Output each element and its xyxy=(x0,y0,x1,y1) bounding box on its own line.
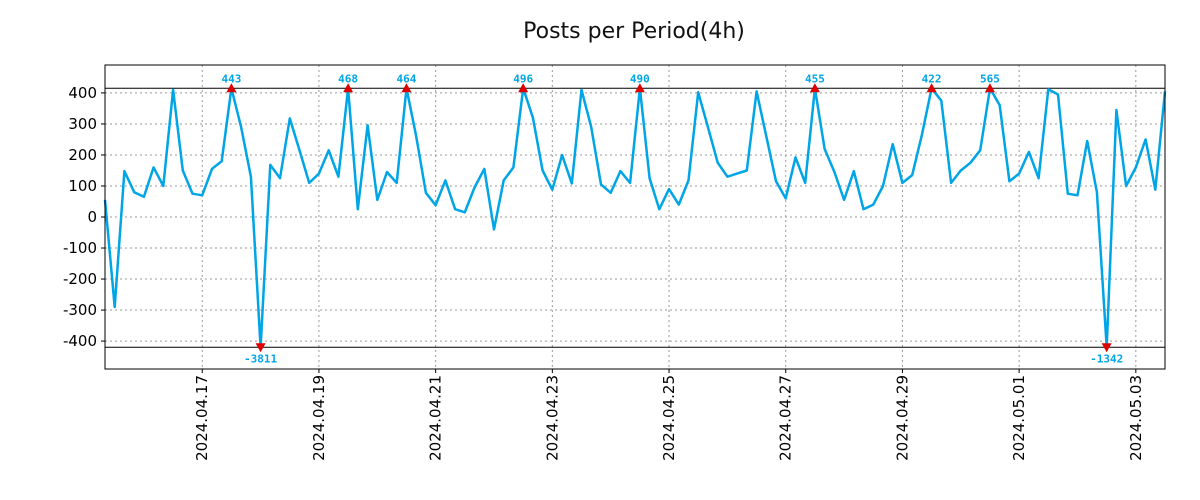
max-annotation-label: 443 xyxy=(221,72,241,85)
x-tick-label: 2024.05.03 xyxy=(1127,375,1145,461)
min-marker xyxy=(255,343,266,353)
max-marker xyxy=(226,83,237,93)
max-annotation-label: 455 xyxy=(805,72,825,85)
y-tick-label: -100 xyxy=(63,239,97,257)
max-marker xyxy=(343,83,354,93)
y-tick-label: -400 xyxy=(63,332,97,350)
grid-layer xyxy=(105,65,1165,369)
max-marker xyxy=(401,83,412,93)
y-tick-label: 200 xyxy=(68,146,97,164)
min-marker xyxy=(1101,343,1112,353)
x-tick-label: 2024.04.23 xyxy=(543,375,561,461)
y-axis: 400 300 200 100 0 -100 -200 -300 -400 xyxy=(63,84,105,350)
y-tick-label: 300 xyxy=(68,115,97,133)
y-tick-label: -300 xyxy=(63,301,97,319)
x-tick-label: 2024.04.25 xyxy=(660,375,678,461)
max-marker xyxy=(984,83,995,93)
max-annotation-label: 565 xyxy=(980,72,1000,85)
y-tick-label: 400 xyxy=(68,84,97,102)
max-marker xyxy=(809,83,820,93)
max-marker xyxy=(518,83,529,93)
max-annotation-label: 496 xyxy=(513,72,533,85)
chart-title: Posts per Period(4h) xyxy=(523,19,745,44)
series-line-posts xyxy=(103,87,1167,349)
min-annotation-label: -1342 xyxy=(1090,352,1123,365)
annotation-layer: 443 468 464 496 490 455 422 565 -3811 -1342 xyxy=(221,72,1123,365)
x-tick-label: 2024.05.01 xyxy=(1010,375,1028,461)
min-annotation-label: -3811 xyxy=(244,352,277,365)
x-tick-label: 2024.04.17 xyxy=(193,375,211,461)
x-axis: 2024.04.17 2024.04.19 2024.04.21 2024.04.23… xyxy=(193,369,1145,461)
x-tick-label: 2024.04.29 xyxy=(893,375,911,461)
max-annotation-label: 422 xyxy=(922,72,942,85)
series-layer xyxy=(103,87,1167,349)
max-marker xyxy=(926,83,937,93)
max-annotation-label: 464 xyxy=(397,72,417,85)
max-annotation-label: 490 xyxy=(630,72,650,85)
x-tick-label: 2024.04.21 xyxy=(427,375,445,461)
max-annotation-label: 468 xyxy=(338,72,358,85)
y-tick-label: 0 xyxy=(87,208,97,226)
max-marker xyxy=(634,83,645,93)
y-tick-label: -200 xyxy=(63,270,97,288)
y-tick-label: 100 xyxy=(68,177,97,195)
x-tick-label: 2024.04.27 xyxy=(777,375,795,461)
x-tick-label: 2024.04.19 xyxy=(310,375,328,461)
